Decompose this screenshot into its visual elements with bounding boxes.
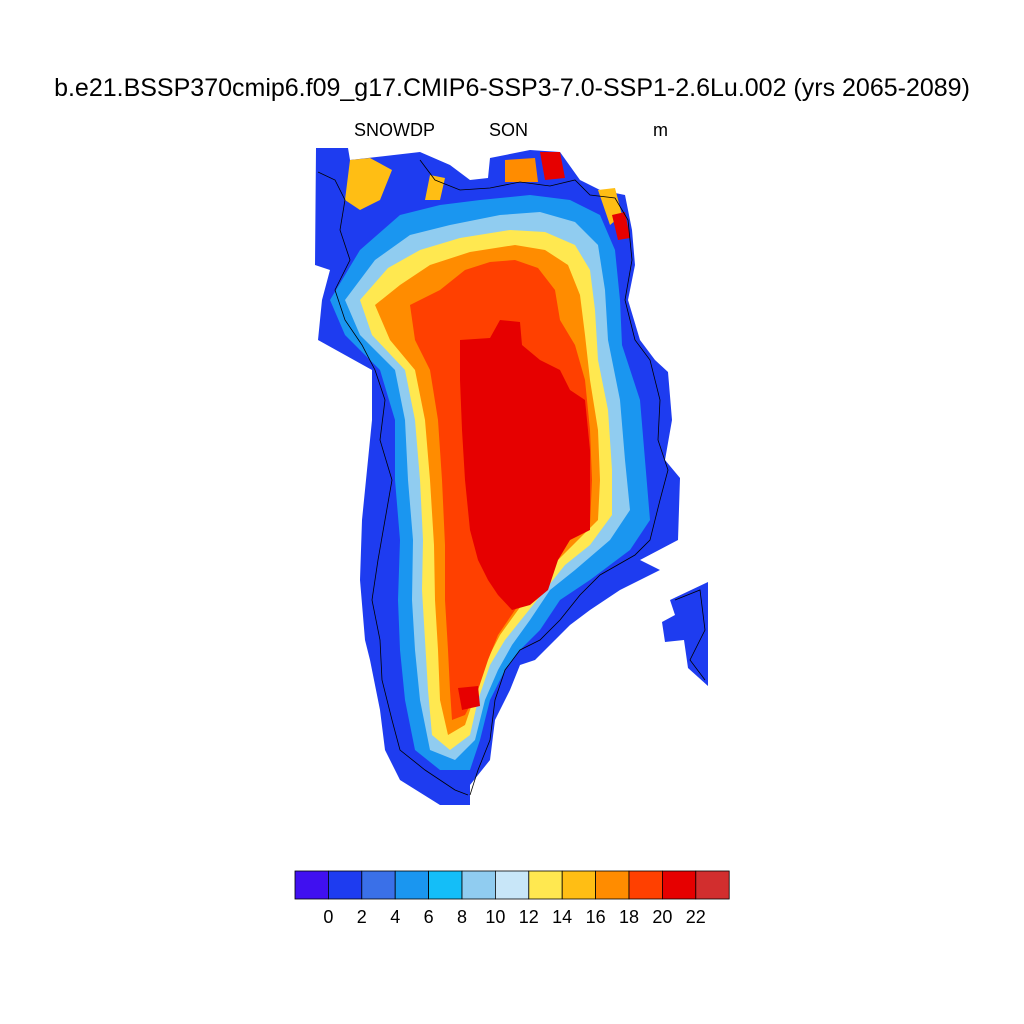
colorbar-swatch (628, 870, 663, 900)
field-patch-south (458, 686, 480, 710)
coastline (317, 159, 706, 796)
colorbar-tick-label: 8 (457, 907, 467, 927)
colorbar-tick-label: 12 (519, 907, 539, 927)
field-island-east (662, 582, 708, 686)
colorbar-swatch (361, 870, 396, 900)
units-label: m (653, 120, 668, 140)
snow-depth-field (315, 148, 708, 805)
colorbar-swatch (327, 870, 363, 900)
colorbar-swatch (662, 870, 697, 900)
field-band-20-22 (460, 320, 590, 610)
colorbar-tick-label: 2 (357, 907, 367, 927)
colorbar-swatch (494, 870, 530, 900)
colorbar-tick-label: 14 (552, 907, 572, 927)
colorbar-swatch (695, 870, 730, 900)
colorbar-tick-label: 0 (323, 907, 333, 927)
colorbar-swatch (528, 870, 563, 900)
colorbar-tick-label: 22 (686, 907, 706, 927)
field-north-red (540, 152, 630, 240)
colorbar-tick-label: 6 (424, 907, 434, 927)
season-label: SON (489, 120, 529, 140)
colorbar-swatch (428, 870, 463, 900)
field-north-fragments (345, 158, 622, 225)
colorbar-swatch (561, 870, 597, 900)
colorbar-swatch (461, 870, 496, 900)
colorbar-tick-label: 16 (586, 907, 606, 927)
field-north-orange (505, 158, 538, 182)
colorbar-tick-label: 18 (619, 907, 639, 927)
colorbar-tick-label: 4 (390, 907, 400, 927)
colorbar-tick-label: 20 (652, 907, 672, 927)
colorbar-tick-label: 10 (485, 907, 505, 927)
colorbar-swatch (294, 870, 329, 900)
map-title: b.e21.BSSP370cmip6.f09_g17.CMIP6-SSP3-7.… (54, 74, 970, 102)
colorbar-swatch (595, 870, 630, 900)
variable-label: SNOWDP (354, 120, 435, 140)
colorbar-swatch (394, 870, 430, 900)
